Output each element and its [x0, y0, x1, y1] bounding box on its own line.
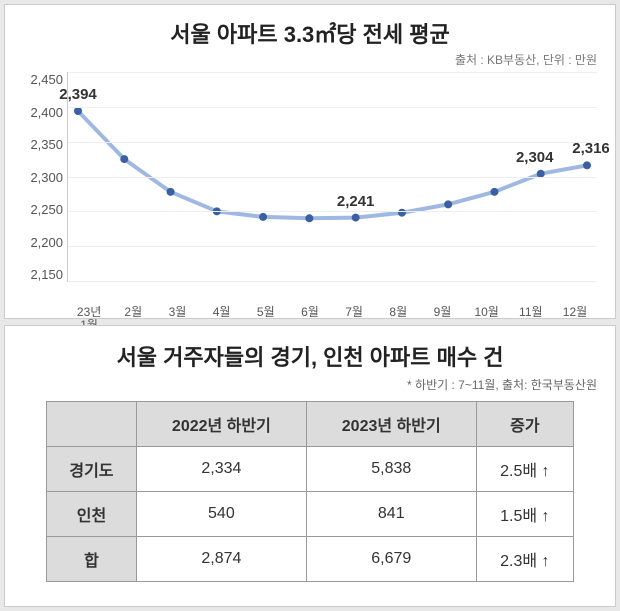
chart-panel: 서울 아파트 3.3㎡당 전세 평균 출처 : KB부동산, 단위 : 만원 2…	[4, 4, 616, 319]
table-cell: 540	[136, 492, 306, 537]
chart-point	[74, 107, 82, 115]
chart-source: 출처 : KB부동산, 단위 : 만원	[23, 51, 597, 68]
data-table: 2022년 하반기2023년 하반기증가경기도2,3345,8382.5배 ↑인…	[46, 401, 574, 582]
table-cell: 1.5배 ↑	[476, 492, 573, 537]
gridline	[68, 211, 597, 212]
chart-line	[78, 111, 587, 218]
y-tick-label: 2,250	[23, 202, 63, 217]
chart-point-label: 2,304	[516, 149, 554, 166]
table-cell: 2.3배 ↑	[476, 537, 573, 582]
chart-point	[398, 209, 406, 217]
chart-y-axis: 2,450 2,400 2,350 2,300 2,250 2,200 2,150	[23, 72, 67, 282]
y-tick-label: 2,200	[23, 235, 63, 250]
table-header-row: 2022년 하반기2023년 하반기증가	[46, 402, 573, 447]
gridline	[68, 142, 597, 143]
table-header-cell: 2022년 하반기	[136, 402, 306, 447]
gridline	[68, 281, 597, 282]
table-row: 합2,8746,6792.3배 ↑	[46, 537, 573, 582]
chart-point-label: 2,241	[337, 193, 375, 210]
chart-point	[352, 214, 360, 222]
y-tick-label: 2,450	[23, 72, 63, 87]
table-header-cell	[46, 402, 136, 447]
gridline	[68, 107, 597, 108]
chart-point	[167, 188, 175, 196]
table-cell: 2,874	[136, 537, 306, 582]
table-row-head: 경기도	[46, 447, 136, 492]
gridline	[68, 72, 597, 73]
table-title: 서울 거주자들의 경기, 인천 아파트 매수 건	[23, 340, 597, 372]
table-note: * 하반기 : 7~11월, 출처: 한국부동산원	[23, 376, 597, 393]
chart-body: 2,450 2,400 2,350 2,300 2,250 2,200 2,150 2,39…	[23, 72, 597, 302]
table-row-head: 합	[46, 537, 136, 582]
y-tick-label: 2,350	[23, 137, 63, 152]
y-tick-label: 2,400	[23, 105, 63, 120]
chart-point	[583, 161, 591, 169]
table-cell: 6,679	[306, 537, 476, 582]
gridline	[68, 177, 597, 178]
table-header-cell: 2023년 하반기	[306, 402, 476, 447]
chart-point	[259, 213, 267, 221]
chart-point	[120, 155, 128, 163]
gridline	[68, 246, 597, 247]
chart-plot-area: 2,3942,2412,3042,316	[67, 72, 597, 282]
chart-title: 서울 아파트 3.3㎡당 전세 평균	[23, 17, 597, 49]
table-row: 경기도2,3345,8382.5배 ↑	[46, 447, 573, 492]
chart-point-label: 2,394	[59, 86, 97, 103]
table-header-cell: 증가	[476, 402, 573, 447]
table-cell: 2.5배 ↑	[476, 447, 573, 492]
y-tick-label: 2,150	[23, 267, 63, 282]
table-row-head: 인천	[46, 492, 136, 537]
table-cell: 5,838	[306, 447, 476, 492]
chart-point-label: 2,316	[572, 140, 610, 157]
chart-point	[444, 200, 452, 208]
chart-point	[490, 188, 498, 196]
table-cell: 841	[306, 492, 476, 537]
table-cell: 2,334	[136, 447, 306, 492]
table-row: 인천5408411.5배 ↑	[46, 492, 573, 537]
chart-point	[305, 214, 313, 222]
table-panel: 서울 거주자들의 경기, 인천 아파트 매수 건 * 하반기 : 7~11월, …	[4, 325, 616, 607]
y-tick-label: 2,300	[23, 170, 63, 185]
